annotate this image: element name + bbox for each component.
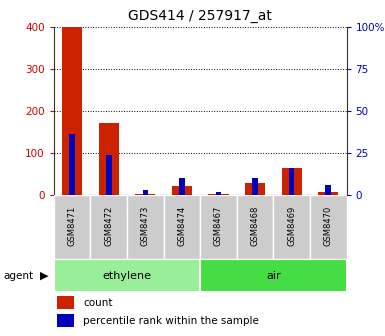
Bar	[281, 168, 302, 195]
Text: ▶: ▶	[40, 270, 49, 281]
Text: GSM8467: GSM8467	[214, 205, 223, 246]
Bar	[99, 124, 119, 195]
Bar	[289, 168, 295, 195]
Title: GDS414 / 257917_at: GDS414 / 257917_at	[128, 9, 272, 23]
Bar	[54, 195, 90, 259]
Bar	[179, 178, 185, 195]
Bar	[57, 314, 74, 327]
Bar	[200, 259, 346, 292]
Bar	[135, 194, 156, 195]
Bar	[54, 259, 200, 292]
Bar	[62, 27, 82, 195]
Text: GSM8471: GSM8471	[68, 205, 77, 246]
Bar	[310, 195, 346, 259]
Bar	[127, 195, 164, 259]
Bar	[90, 195, 127, 259]
Text: percentile rank within the sample: percentile rank within the sample	[83, 316, 259, 326]
Bar	[273, 195, 310, 259]
Bar	[164, 195, 200, 259]
Bar	[208, 194, 229, 195]
Bar	[172, 186, 192, 195]
Bar	[325, 185, 331, 195]
Text: GSM8468: GSM8468	[251, 205, 259, 246]
Bar	[57, 296, 74, 309]
Text: agent: agent	[4, 270, 34, 281]
Bar	[200, 195, 237, 259]
Text: air: air	[266, 270, 281, 281]
Text: GSM8470: GSM8470	[324, 205, 333, 246]
Bar	[216, 192, 221, 195]
Text: GSM8469: GSM8469	[287, 205, 296, 246]
Bar	[318, 192, 338, 195]
Bar	[245, 183, 265, 195]
Text: ethylene: ethylene	[102, 270, 152, 281]
Text: GSM8472: GSM8472	[104, 205, 113, 246]
Bar	[142, 190, 148, 195]
Text: count: count	[83, 298, 113, 308]
Text: GSM8473: GSM8473	[141, 205, 150, 246]
Bar	[237, 195, 273, 259]
Bar	[252, 178, 258, 195]
Bar	[69, 134, 75, 195]
Text: GSM8474: GSM8474	[177, 205, 186, 246]
Bar	[106, 155, 112, 195]
